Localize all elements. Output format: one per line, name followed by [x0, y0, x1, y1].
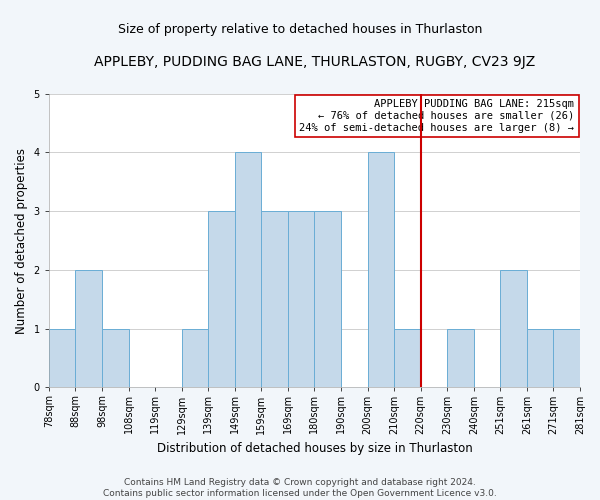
Bar: [500, 270, 527, 388]
Text: APPLEBY PUDDING BAG LANE: 215sqm
← 76% of detached houses are smaller (26)
24% o: APPLEBY PUDDING BAG LANE: 215sqm ← 76% o…: [299, 100, 574, 132]
Bar: [394, 328, 421, 388]
Bar: [368, 152, 394, 388]
Y-axis label: Number of detached properties: Number of detached properties: [15, 148, 28, 334]
Bar: [553, 328, 580, 388]
Bar: [447, 328, 474, 388]
Bar: [261, 211, 288, 388]
Bar: [527, 328, 553, 388]
X-axis label: Distribution of detached houses by size in Thurlaston: Distribution of detached houses by size …: [157, 442, 472, 455]
Text: Contains HM Land Registry data © Crown copyright and database right 2024.
Contai: Contains HM Land Registry data © Crown c…: [103, 478, 497, 498]
Bar: [314, 211, 341, 388]
Bar: [235, 152, 261, 388]
Bar: [208, 211, 235, 388]
Bar: [102, 328, 128, 388]
Bar: [182, 328, 208, 388]
Title: APPLEBY, PUDDING BAG LANE, THURLASTON, RUGBY, CV23 9JZ: APPLEBY, PUDDING BAG LANE, THURLASTON, R…: [94, 55, 535, 69]
Bar: [76, 270, 102, 388]
Bar: [49, 328, 76, 388]
Text: Size of property relative to detached houses in Thurlaston: Size of property relative to detached ho…: [118, 22, 482, 36]
Bar: [288, 211, 314, 388]
